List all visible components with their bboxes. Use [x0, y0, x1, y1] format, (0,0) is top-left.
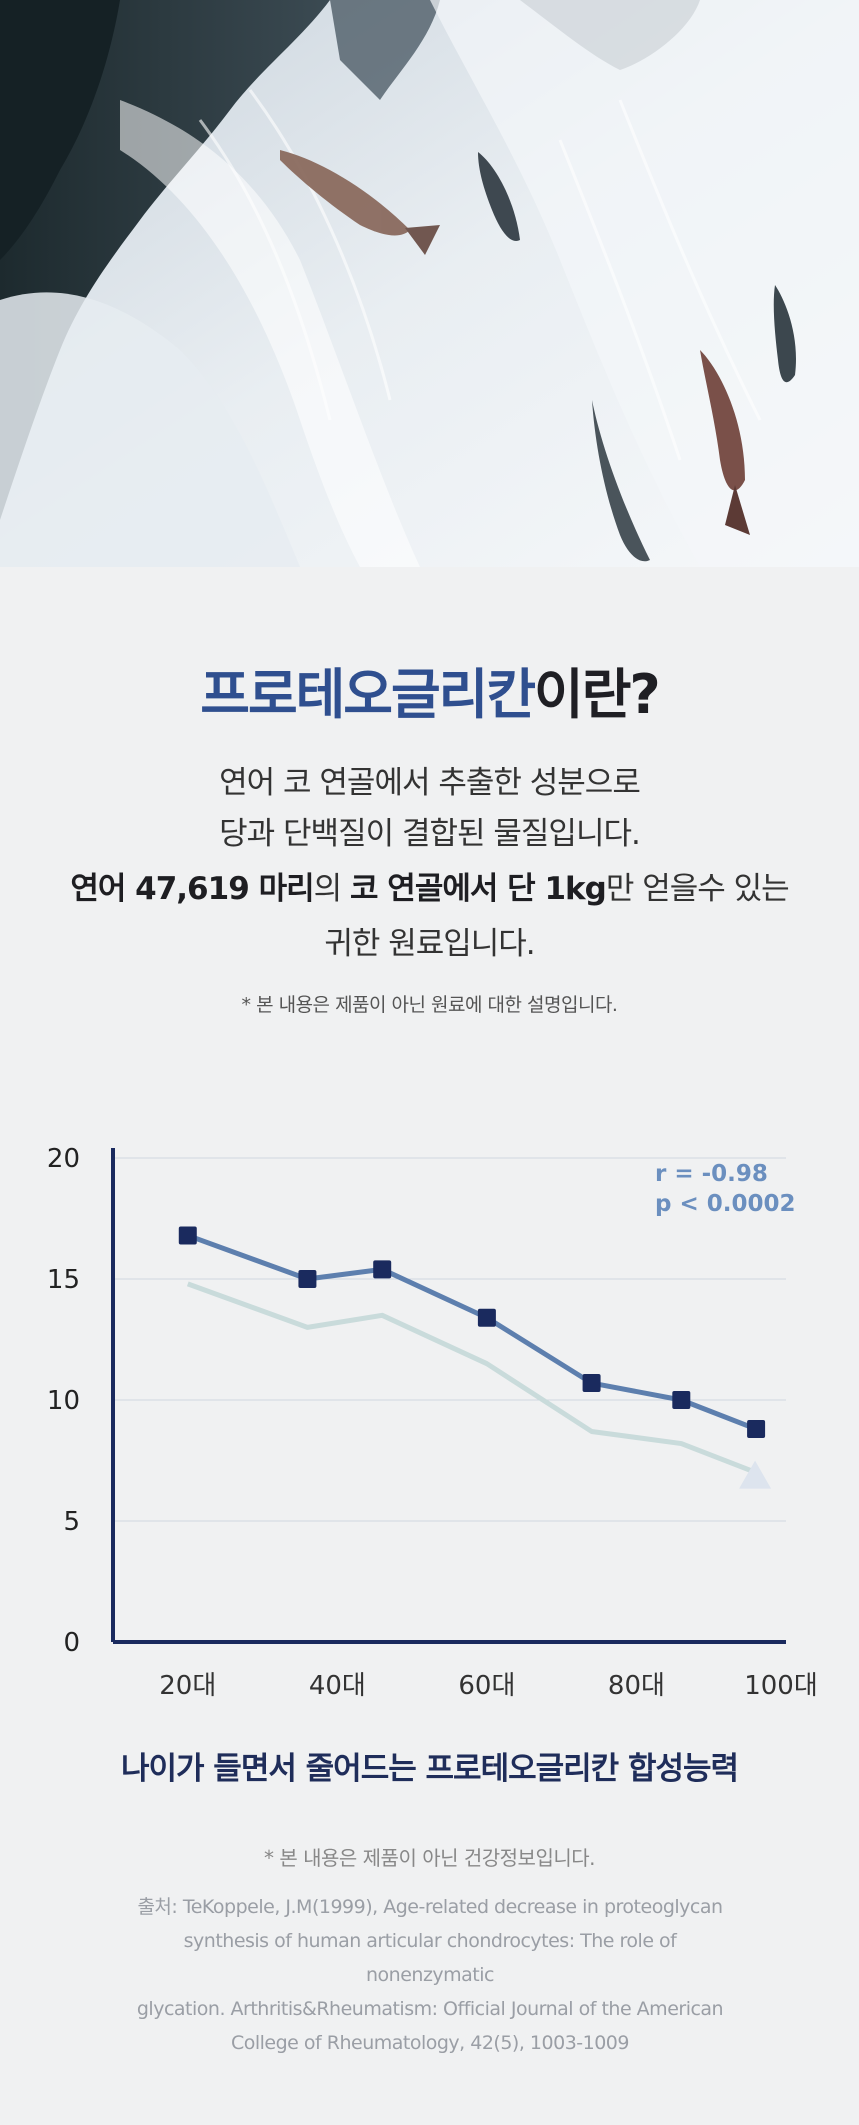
x-tick-label: 100대	[744, 1671, 818, 1701]
source-line: glycation. Arthritis&Rheumatism: Officia…	[136, 1998, 724, 2020]
intro-line-1: 연어 코 연골에서 추출한 성분으로	[219, 765, 641, 801]
hero-salmon-waterfall-image	[0, 0, 859, 567]
salmon-2	[478, 152, 520, 241]
salmon-5	[773, 285, 796, 383]
source-line: 출처: TeKoppele, J.M(1999), Age-related de…	[137, 1896, 723, 1918]
source-citation: 출처: TeKoppele, J.M(1999), Age-related de…	[130, 1890, 730, 2060]
proteoglycan-chart: 0 5 10 15 20 20대 40대 60대 80대 100대 r = -0.98 p < 0.0…	[0, 1100, 859, 1720]
x-tick-label: 60대	[458, 1671, 515, 1701]
note-material: * 본 내용은 제품이 아닌 원료에 대한 설명입니다.	[241, 994, 618, 1016]
data-point	[298, 1270, 317, 1288]
content-background	[0, 567, 859, 2125]
intro-bold-count: 연어 47,619 마리	[70, 871, 314, 907]
intro-plain-2: 만 얻을수 있는	[605, 871, 790, 907]
data-point	[672, 1391, 691, 1409]
data-point	[582, 1374, 601, 1393]
y-tick-label: 5	[63, 1507, 80, 1537]
x-tick-label: 40대	[309, 1671, 366, 1701]
data-point-triangle	[739, 1460, 772, 1489]
x-tick-label: 20대	[159, 1671, 216, 1701]
intro-line-3: 연어 47,619 마리의 코 연골에서 단 1kg만 얻을수 있는	[0, 863, 859, 908]
salmon-3	[592, 400, 650, 562]
chart-annotation: r = -0.98	[655, 1161, 768, 1187]
section-title: 프로테오글리칸이란?	[0, 650, 859, 729]
salmon-1	[280, 150, 440, 255]
y-tick-label: 15	[47, 1265, 80, 1295]
chart-caption: 나이가 들면서 줄어드는 프로테오글리칸 합성능력	[120, 1751, 739, 1787]
intro-line-4: 귀한 원료입니다.	[324, 926, 535, 962]
data-point	[178, 1226, 197, 1245]
y-tick-label: 0	[63, 1628, 80, 1658]
intro-line-2: 당과 단백질이 결합된 물질입니다.	[219, 816, 641, 852]
title-rest: 이란?	[534, 663, 661, 726]
series-line	[186, 1281, 757, 1475]
title-highlight: 프로테오글리칸	[200, 663, 536, 726]
note-health: * 본 내용은 제품이 아닌 건강정보입니다.	[263, 1846, 596, 1870]
x-tick-label: 80대	[608, 1671, 665, 1701]
source-line: synthesis of human articular chondrocyte…	[183, 1930, 677, 1986]
y-tick-label: 20	[47, 1144, 80, 1174]
data-point	[477, 1308, 496, 1327]
salmon-4	[700, 350, 750, 535]
chart-svg: 0 5 10 15 20 20대 40대 60대 80대 100대 r = -0.98 p < 0.0…	[47, 1144, 818, 1701]
intro-bold-yield: 코 연골에서 단 1kg	[349, 871, 607, 907]
chart-annotation: p < 0.0002	[655, 1191, 796, 1217]
intro-plain-1: 의	[313, 871, 350, 907]
data-point	[747, 1420, 766, 1439]
data-point	[373, 1260, 392, 1279]
y-tick-label: 10	[47, 1386, 80, 1416]
source-line: College of Rheumatology, 42(5), 1003-100…	[230, 2032, 630, 2054]
